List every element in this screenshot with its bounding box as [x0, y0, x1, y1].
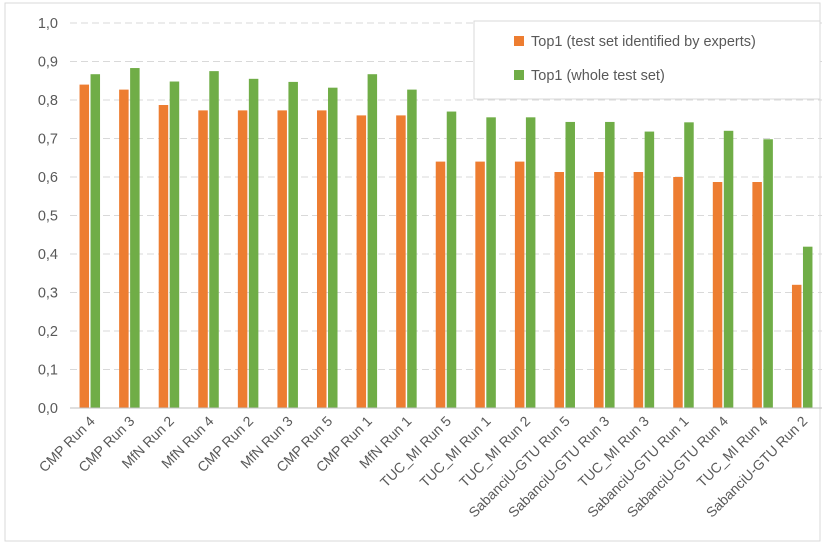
bar-whole [486, 117, 496, 408]
bar-whole [130, 68, 140, 409]
bar-whole [209, 71, 219, 408]
bar-experts [752, 182, 762, 408]
y-tick-label: 0,4 [38, 247, 58, 263]
legend-label-experts: Top1 (test set identified by experts) [531, 34, 756, 50]
gridlines [70, 22, 822, 370]
y-tick-label: 1,0 [38, 16, 58, 32]
y-tick-label: 0,1 [38, 363, 58, 379]
bar-experts [475, 161, 485, 408]
bar-experts [435, 161, 446, 408]
y-tick-label: 0,0 [38, 401, 58, 417]
bar-whole [169, 81, 180, 409]
y-tick-label: 0,7 [38, 132, 58, 148]
bar-experts [673, 177, 683, 408]
bar-whole [248, 78, 259, 408]
bar-experts [554, 171, 564, 408]
bar-experts [356, 115, 367, 409]
legend-label-whole: Top1 (whole test set) [531, 68, 665, 84]
bar-whole [525, 117, 536, 408]
bar-whole [288, 81, 298, 408]
bar-whole [407, 89, 417, 408]
bar-whole [565, 121, 575, 408]
legend-box [473, 20, 821, 100]
bar-whole [605, 121, 615, 408]
y-tick-label: 0,8 [38, 93, 58, 109]
bar-whole [763, 139, 773, 408]
bar-experts [712, 182, 723, 408]
y-tick-label: 0,5 [38, 209, 58, 225]
bar-experts [277, 110, 287, 409]
bar-experts [79, 84, 90, 408]
bar-experts [317, 110, 327, 409]
bar-whole [723, 130, 734, 409]
bar-whole [446, 111, 457, 409]
y-tick-label: 0,2 [38, 324, 58, 340]
bar-experts [594, 171, 604, 408]
bar-experts [633, 171, 644, 408]
bar-experts [198, 110, 208, 409]
legend-swatch-whole [514, 70, 524, 80]
y-axis-ticks: 0,0 0,1 0,2 0,3 0,4 0,5 0,6 0,7 0,8 0,9 1,0 [38, 16, 58, 417]
bar-experts [396, 115, 406, 409]
y-tick-label: 0,6 [38, 170, 58, 186]
bar-whole [328, 87, 338, 409]
legend-swatch-experts [514, 36, 524, 46]
bar-whole [684, 122, 694, 408]
bar-experts [119, 89, 129, 408]
bar-experts [514, 161, 525, 408]
bar-whole [367, 74, 378, 408]
bar-whole [644, 131, 655, 408]
y-tick-label: 0,9 [38, 55, 58, 71]
bar-experts [158, 105, 169, 408]
bar-experts [791, 284, 802, 408]
legend: Top1 (test set identified by experts) To… [473, 20, 821, 100]
bar-whole [90, 74, 101, 408]
y-tick-label: 0,3 [38, 286, 58, 302]
bars [79, 68, 813, 409]
bar-experts [237, 110, 248, 409]
bar-whole [802, 246, 813, 408]
